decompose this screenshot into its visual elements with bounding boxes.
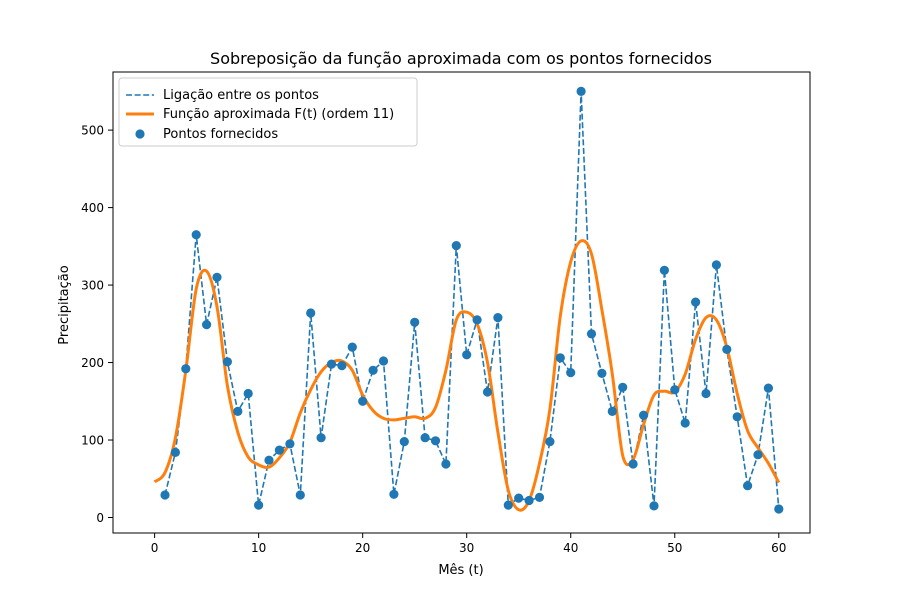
data-point (753, 450, 763, 460)
data-point (722, 344, 732, 354)
series-line-approximated-function (153, 239, 781, 512)
data-point (274, 445, 284, 455)
data-point (555, 353, 565, 363)
data-point (243, 388, 253, 399)
data-point (399, 437, 409, 447)
data-point (670, 385, 680, 395)
data-point (597, 368, 607, 378)
y-axis: 0 100 200 300 400 500 (81, 124, 113, 525)
data-point (566, 368, 576, 378)
x-tick-label: 60 (771, 541, 786, 555)
y-tick-label: 0 (96, 511, 104, 525)
data-point (170, 447, 180, 457)
y-tick-label: 500 (81, 124, 104, 138)
data-point (774, 504, 784, 514)
data-point (680, 418, 690, 428)
data-point (732, 412, 742, 422)
data-point (212, 272, 222, 282)
x-tick-label: 30 (459, 541, 474, 555)
plot-area (153, 86, 784, 514)
data-point (410, 317, 420, 327)
data-point (576, 86, 586, 96)
data-point (639, 410, 649, 420)
x-tick-label: 20 (355, 541, 370, 555)
data-point (524, 495, 534, 506)
x-tick-label: 10 (251, 541, 266, 555)
data-point (389, 489, 399, 499)
data-point (181, 364, 191, 374)
data-point (691, 297, 701, 307)
data-point (586, 329, 597, 339)
data-point (285, 439, 295, 449)
data-point (337, 361, 347, 371)
legend: Ligação entre os pontos Função aproximada… (118, 77, 418, 147)
x-tick-label: 40 (563, 541, 578, 555)
legend-box (118, 77, 418, 147)
data-point (233, 406, 243, 416)
data-point (451, 241, 461, 251)
data-point (659, 265, 670, 275)
data-point (545, 437, 555, 447)
data-point (368, 365, 378, 375)
data-point (378, 356, 389, 366)
axes-frame (112, 71, 811, 534)
legend-swatch-marker (135, 129, 145, 139)
data-point (763, 383, 774, 393)
data-point (462, 350, 472, 360)
data-point (607, 406, 617, 416)
legend-label: Ligação entre os pontos (163, 88, 319, 103)
data-point (493, 313, 503, 323)
data-point (628, 459, 638, 469)
x-axis-label: Mês (t) (438, 563, 483, 578)
data-point (441, 459, 451, 469)
data-point (649, 501, 659, 511)
data-point (264, 455, 274, 465)
data-point (534, 492, 545, 502)
data-point (306, 308, 316, 318)
data-point (711, 260, 722, 270)
y-tick-label: 100 (81, 434, 104, 448)
data-point (326, 359, 337, 369)
x-axis: 0 10 20 30 40 50 60 (151, 533, 786, 555)
data-point (420, 433, 430, 443)
data-point (254, 500, 264, 510)
data-point (743, 481, 753, 491)
y-tick-label: 400 (81, 201, 104, 215)
data-point (472, 315, 482, 325)
chart-title: Sobreposição da função aproximada com os… (210, 49, 712, 68)
data-point (222, 357, 232, 367)
data-point (358, 396, 368, 406)
data-point (316, 433, 326, 443)
data-point (430, 436, 441, 446)
data-point (482, 387, 493, 397)
legend-label: Pontos fornecidos (163, 127, 278, 142)
y-tick-label: 300 (81, 279, 104, 293)
x-tick-label: 50 (667, 541, 682, 555)
data-point (503, 500, 513, 510)
legend-label: Função aproximada F(t) (ordem 11) (163, 107, 394, 122)
data-point (347, 342, 357, 352)
data-point (202, 320, 212, 330)
data-point (160, 490, 170, 500)
y-axis-label: Precipitação (57, 265, 72, 344)
data-point (701, 388, 711, 399)
data-point (514, 493, 524, 503)
data-point (295, 490, 305, 500)
data-point (618, 382, 628, 392)
data-point (191, 230, 201, 240)
x-tick-label: 0 (151, 541, 159, 555)
y-tick-label: 200 (81, 356, 104, 370)
series-line-points-connection (164, 91, 780, 510)
